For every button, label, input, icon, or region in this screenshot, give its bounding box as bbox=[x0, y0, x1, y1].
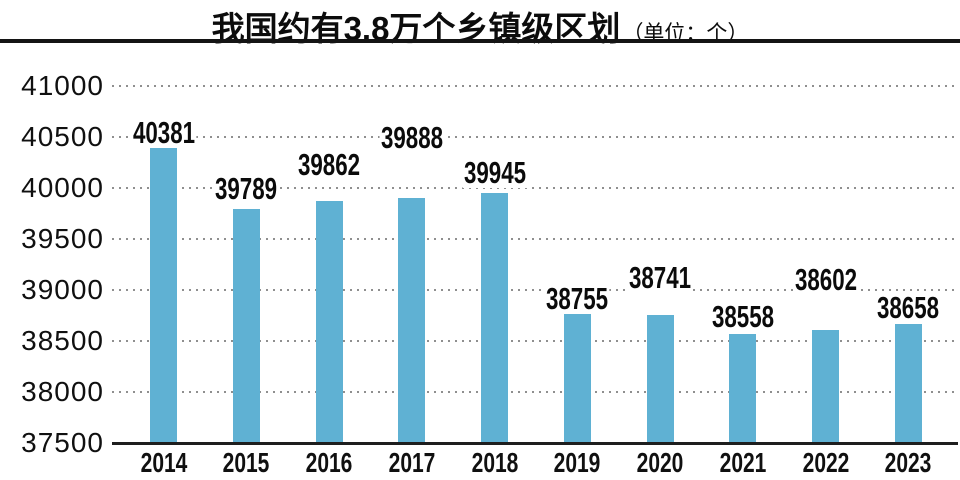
value-label-2016: 39862 bbox=[296, 147, 362, 183]
value-label-2020: 38741 bbox=[627, 260, 693, 296]
value-label-2021: 38558 bbox=[710, 299, 776, 335]
y-tick-label-41000: 41000 bbox=[21, 70, 104, 101]
bar-2018 bbox=[481, 192, 508, 442]
gridline-38000 bbox=[112, 391, 958, 393]
value-label-2017: 39888 bbox=[379, 120, 445, 156]
value-label-2015: 39789 bbox=[213, 170, 279, 206]
x-tick-label-2016: 2016 bbox=[305, 447, 353, 478]
x-tick-label-2015: 2015 bbox=[222, 447, 270, 478]
gridline-39500 bbox=[112, 238, 958, 240]
value-label-2014: 40381 bbox=[131, 115, 196, 151]
value-label-2022: 38602 bbox=[793, 261, 858, 297]
x-tick-label-2019: 2019 bbox=[553, 447, 601, 478]
title-divider-rule bbox=[0, 39, 960, 43]
y-tick-label-37500: 37500 bbox=[21, 427, 104, 458]
y-tick-label-39000: 39000 bbox=[21, 274, 104, 305]
value-label-2023: 38658 bbox=[875, 289, 941, 325]
x-tick-label-2018: 2018 bbox=[471, 447, 518, 478]
x-tick-label-2014: 2014 bbox=[140, 447, 187, 478]
x-tick-label-2021: 2021 bbox=[719, 447, 767, 478]
bar-2017 bbox=[398, 198, 426, 442]
y-tick-label-39500: 39500 bbox=[21, 223, 104, 254]
bar-2015 bbox=[232, 208, 260, 442]
x-tick-label-2020: 2020 bbox=[636, 447, 684, 478]
value-label-2018: 39945 bbox=[462, 154, 527, 190]
bar-2016 bbox=[315, 201, 343, 442]
x-tick-label-2022: 2022 bbox=[802, 447, 849, 478]
y-tick-label-40500: 40500 bbox=[21, 121, 104, 152]
bar-2014 bbox=[150, 148, 177, 442]
gridline-40000 bbox=[112, 187, 958, 189]
x-tick-label-2017: 2017 bbox=[388, 447, 436, 478]
bar-2021 bbox=[729, 334, 757, 442]
gridline-38500 bbox=[112, 340, 958, 342]
gridline-39000 bbox=[112, 289, 958, 291]
x-tick-label-2023: 2023 bbox=[884, 447, 932, 478]
gridline-40500 bbox=[112, 136, 958, 138]
gridline-41000 bbox=[112, 85, 958, 87]
y-tick-label-38500: 38500 bbox=[21, 325, 104, 356]
y-tick-label-40000: 40000 bbox=[21, 172, 104, 203]
bar-2019 bbox=[563, 313, 591, 442]
bar-2022 bbox=[812, 329, 839, 442]
x-axis-line bbox=[112, 442, 958, 445]
bar-2020 bbox=[646, 315, 674, 442]
y-tick-label-38000: 38000 bbox=[21, 376, 104, 407]
value-label-2019: 38755 bbox=[544, 281, 610, 316]
bar-2023 bbox=[894, 323, 922, 442]
